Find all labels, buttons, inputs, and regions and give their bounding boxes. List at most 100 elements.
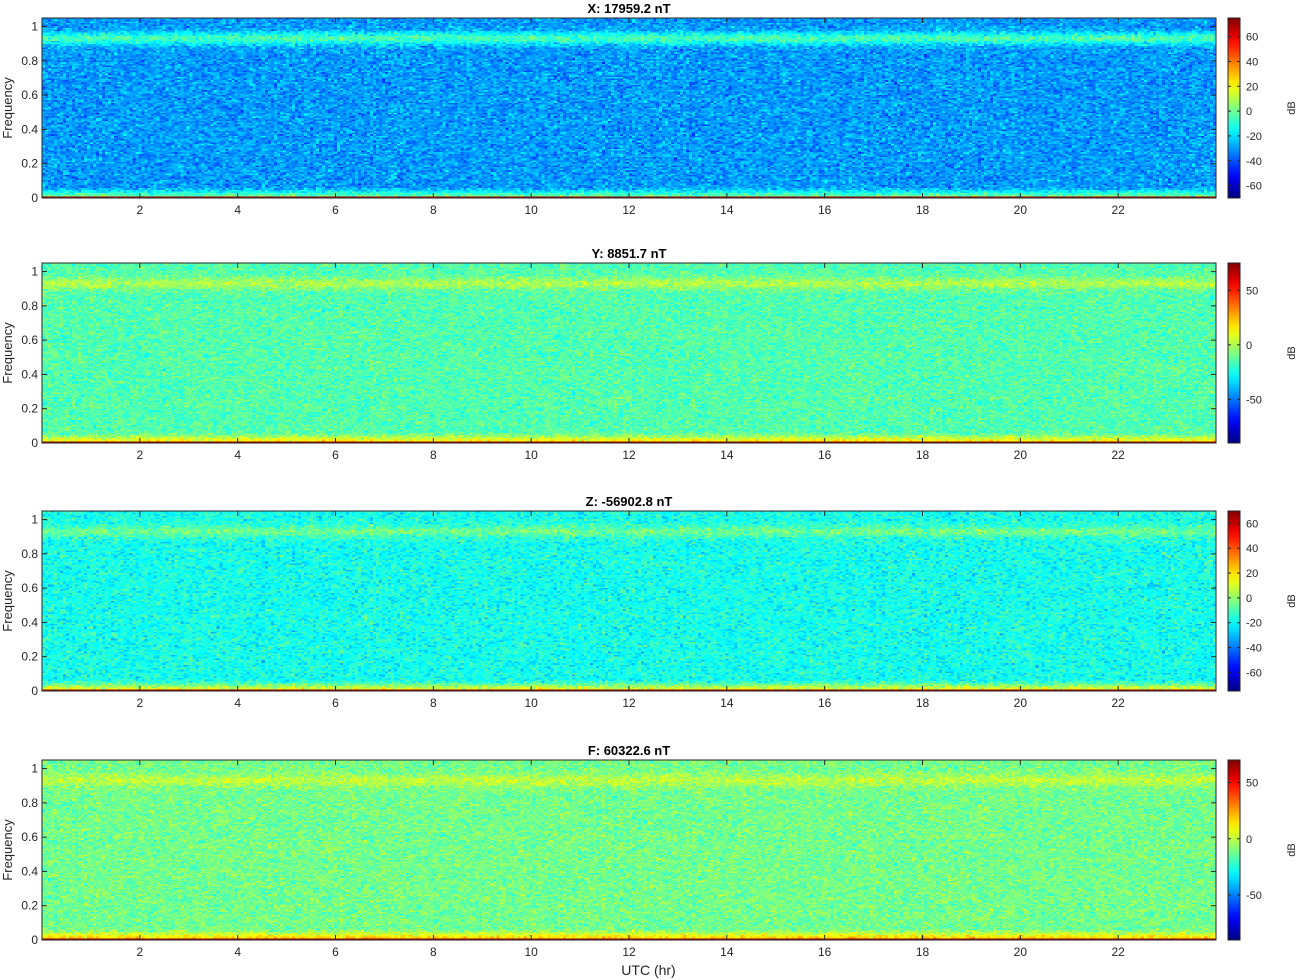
colorbar-tick-label: -60 (1246, 667, 1262, 679)
colorbar-tick-label: 60 (1246, 518, 1258, 530)
y-tick-label: 0.2 (21, 157, 38, 171)
y-tick-label: 0.6 (21, 88, 38, 102)
x-tick-label: 4 (234, 696, 241, 710)
x-tick-label: 18 (916, 203, 930, 217)
y-tick-label: 0.6 (21, 581, 38, 595)
x-tick-label: 20 (1014, 448, 1028, 462)
x-tick-label: 16 (818, 203, 832, 217)
colorbar-tick-label: 40 (1246, 56, 1258, 68)
x-tick-label: 2 (136, 696, 143, 710)
x-tick-label: 8 (430, 203, 437, 217)
spectrogram-panel-z: Z: -56902.8 nT 2 4 6 8 10 12 14 16 18 20 22 0 0.2 0.4 0… (0, 493, 1297, 725)
x-tick-label: 16 (818, 696, 832, 710)
x-tick-label: 14 (720, 696, 734, 710)
colorbar-label: dB (1286, 346, 1297, 359)
y-tick-label: 0.2 (21, 402, 38, 416)
x-tick-label: 6 (332, 448, 339, 462)
y-tick-label: 1 (31, 20, 38, 34)
spectrogram-image (42, 18, 1216, 198)
y-tick-label: 0.6 (21, 830, 38, 844)
colorbar-tick-label: -50 (1246, 890, 1262, 902)
y-tick-label: 0.4 (21, 864, 38, 878)
spectrogram-image (42, 760, 1216, 940)
x-tick-label: 14 (720, 203, 734, 217)
x-tick-label: 8 (430, 448, 437, 462)
x-tick-label: 12 (622, 448, 636, 462)
y-tick-label: 0.4 (21, 122, 38, 136)
x-tick-label: 16 (818, 945, 832, 959)
x-tick-label: 2 (136, 448, 143, 462)
colorbar-tick-label: -20 (1246, 618, 1262, 630)
x-tick-label: 8 (430, 945, 437, 959)
y-tick-label: 0.8 (21, 54, 38, 68)
y-tick-label: 1 (31, 762, 38, 776)
spectrogram-svg: Z: -56902.8 nT2 4 6 8 10 12 14 16 18 20 2200.20.40… (0, 494, 1297, 710)
spectrogram-panel-f: F: 60322.6 nT 2 4 6 8 10 12 14 16 18 20 22 0 0.2 0.4 0.… (0, 742, 1297, 974)
colorbar-tick-label: -40 (1246, 156, 1262, 168)
x-tick-label: 6 (332, 203, 339, 217)
spectrogram-svg: X: 17959.2 nT2 4 6 8 10 12 14 16 18 20 2200.20.40.… (0, 1, 1297, 217)
y-axis-label: Frequency (0, 819, 15, 881)
x-tick-label: 22 (1111, 696, 1125, 710)
x-tick-label: 18 (916, 945, 930, 959)
colorbar-tick-label: 50 (1246, 778, 1258, 790)
colorbar-tick-label: 50 (1246, 285, 1258, 297)
x-axis-label: UTC (hr) (621, 962, 676, 978)
panel-title: X: 17959.2 nT (587, 1, 670, 16)
y-tick-label: 0.8 (21, 547, 38, 561)
colorbar (1227, 17, 1241, 199)
colorbar-label: dB (1286, 101, 1297, 114)
colorbar-tick-label: 20 (1246, 568, 1258, 580)
x-tick-label: 22 (1111, 448, 1125, 462)
x-tick-label: 14 (720, 448, 734, 462)
x-tick-label: 8 (430, 696, 437, 710)
y-tick-label: 0.4 (21, 615, 38, 629)
x-tick-label: 20 (1014, 696, 1028, 710)
x-tick-label: 16 (818, 448, 832, 462)
x-tick-label: 22 (1111, 945, 1125, 959)
panel-title: F: 60322.6 nT (588, 743, 670, 758)
x-tick-label: 4 (234, 203, 241, 217)
x-tick-label: 6 (332, 945, 339, 959)
colorbar (1227, 262, 1241, 444)
x-tick-label: 2 (136, 203, 143, 217)
spectrogram-image (42, 263, 1216, 443)
colorbar-tick-label: 60 (1246, 32, 1258, 44)
y-tick-label: 1 (31, 265, 38, 279)
x-tick-label: 4 (234, 448, 241, 462)
y-tick-label: 0 (31, 684, 38, 698)
panel-title: Z: -56902.8 nT (586, 494, 673, 509)
x-tick-label: 10 (524, 448, 538, 462)
colorbar-tick-label: -20 (1246, 131, 1262, 143)
x-tick-label: 4 (234, 945, 241, 959)
colorbar-tick-label: -40 (1246, 643, 1262, 655)
colorbar-tick-label: 20 (1246, 81, 1258, 93)
y-tick-label: 1 (31, 513, 38, 527)
y-tick-label: 0.8 (21, 796, 38, 810)
colorbar-tick-label: 0 (1246, 834, 1252, 846)
x-tick-label: 12 (622, 945, 636, 959)
x-tick-label: 18 (916, 448, 930, 462)
y-tick-label: 0 (31, 191, 38, 205)
spectrogram-panel-y: Y: 8851.7 nT 2 4 6 8 10 12 14 16 18 20 22 0 0.2 0.4 0.6… (0, 245, 1297, 477)
x-tick-label: 14 (720, 945, 734, 959)
x-tick-label: 20 (1014, 945, 1028, 959)
colorbar-label: dB (1286, 594, 1297, 607)
spectrogram-svg: Y: 8851.7 nT2 4 6 8 10 12 14 16 18 20 2200.20.40.6… (0, 246, 1297, 462)
spectrogram-image (42, 511, 1216, 691)
y-tick-label: 0.4 (21, 367, 38, 381)
y-axis-label: Frequency (0, 570, 15, 632)
x-tick-label: 18 (916, 696, 930, 710)
y-axis-label: Frequency (0, 322, 15, 384)
colorbar-label: dB (1286, 843, 1297, 856)
spectrogram-panel-x: X: 17959.2 nT 2 4 6 8 10 12 14 16 18 20 22 0 0.2 0.4 0.… (0, 0, 1297, 232)
colorbar-tick-label: -50 (1246, 394, 1262, 406)
colorbar-tick-label: 0 (1246, 340, 1252, 352)
x-tick-label: 10 (524, 203, 538, 217)
y-tick-label: 0 (31, 436, 38, 450)
x-tick-label: 20 (1014, 203, 1028, 217)
y-tick-label: 0.8 (21, 299, 38, 313)
y-tick-label: 0.6 (21, 333, 38, 347)
colorbar-tick-label: 0 (1246, 593, 1252, 605)
colorbar-tick-label: 0 (1246, 106, 1252, 118)
